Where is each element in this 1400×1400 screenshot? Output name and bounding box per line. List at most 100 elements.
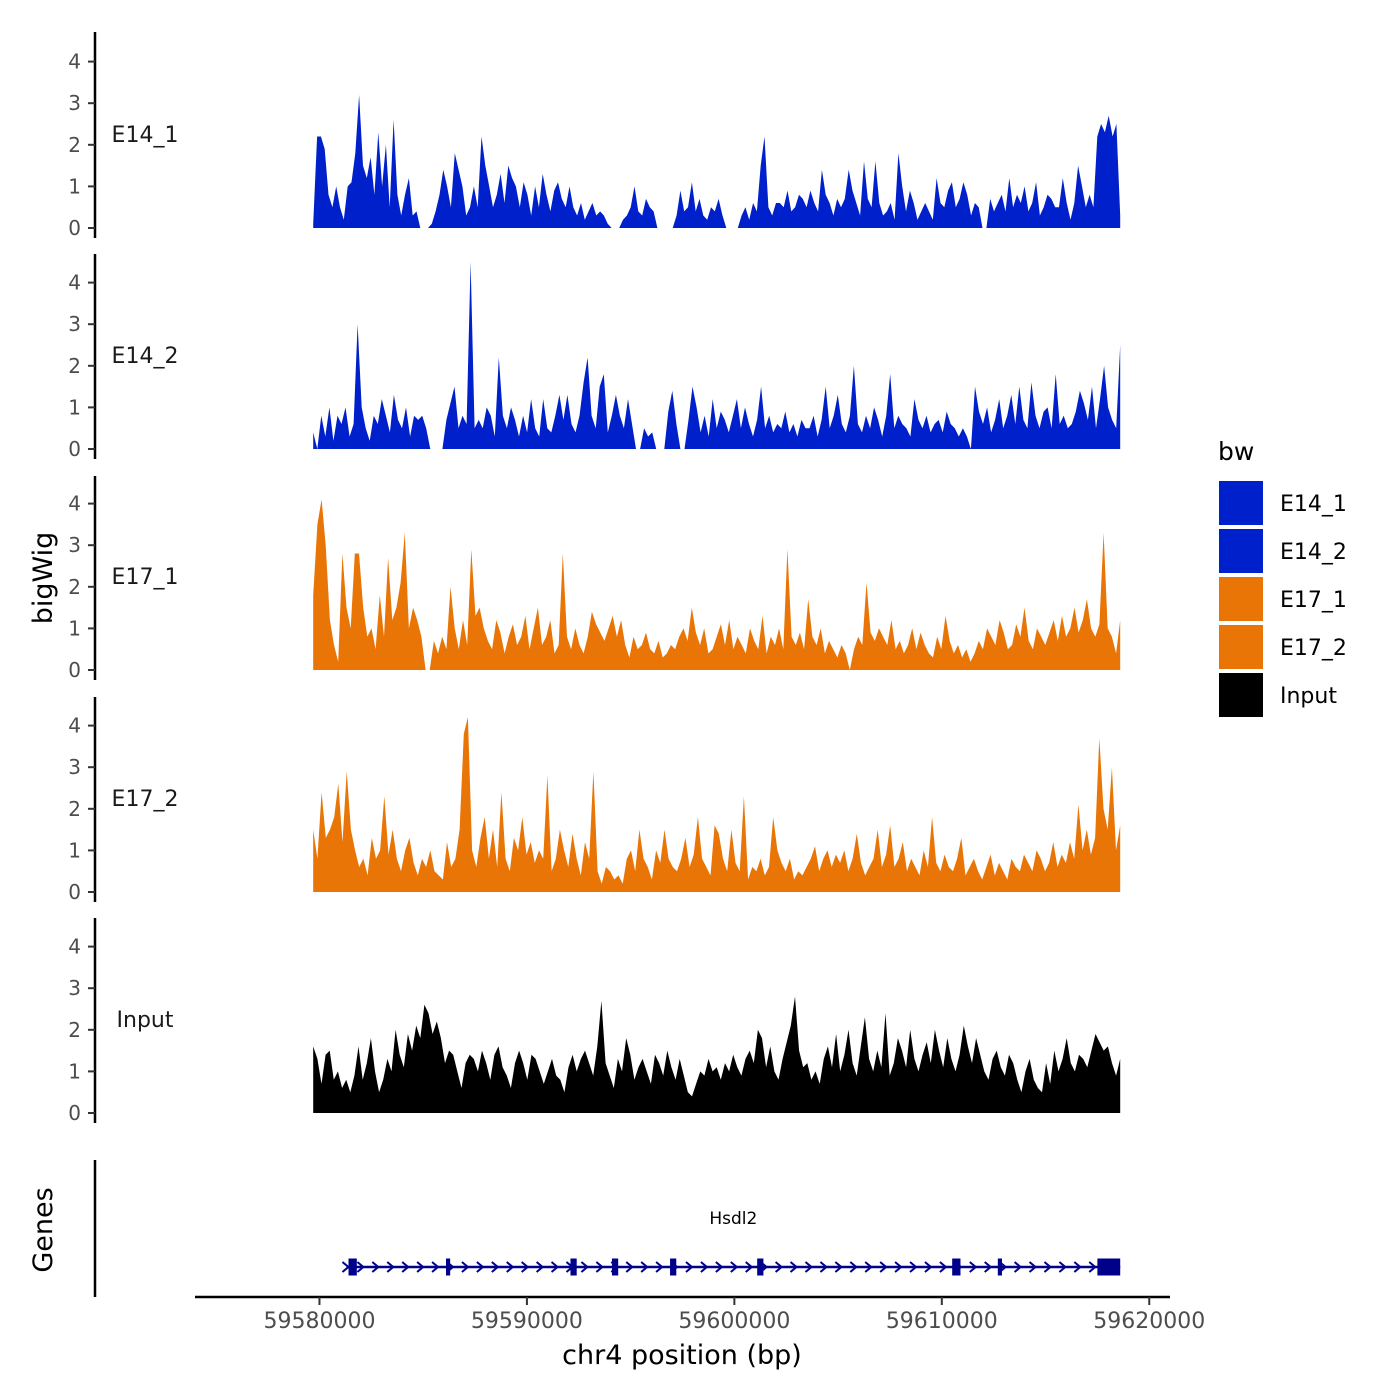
strand-arrow [894, 1261, 903, 1273]
track-label: E14_1 [112, 123, 179, 148]
strand-arrow [774, 1261, 784, 1273]
track-e17_2: 0 1 2 3 4 E17_2 [68, 697, 1121, 904]
strand-arrow [849, 1261, 858, 1273]
strand-arrow [491, 1261, 500, 1273]
gene-exon [1097, 1258, 1121, 1276]
strand-arrow [341, 1261, 350, 1273]
legend-label: E17_2 [1280, 636, 1347, 661]
legend-swatch-e17_1 [1219, 577, 1263, 621]
y-axis-title: bigWig [28, 532, 59, 625]
x-axis: 59580000 59590000 59600000 59610000 59620000 [195, 1295, 1205, 1334]
strand-arrow [431, 1261, 440, 1273]
x-tick-label: 59600000 [678, 1309, 790, 1334]
y-tick-label: 0 [68, 437, 81, 461]
strand-arrow [655, 1261, 664, 1273]
strand-arrow [416, 1261, 425, 1273]
strand-arrow [625, 1261, 634, 1273]
x-tick-label: 59580000 [263, 1309, 375, 1334]
strand-arrow [386, 1261, 395, 1273]
legend-swatch-e14_2 [1219, 529, 1263, 573]
legend-label: Input [1280, 684, 1337, 709]
y-tick-label: 2 [68, 1018, 81, 1042]
gene-exon [997, 1258, 1002, 1276]
y-tick-label: 0 [68, 216, 81, 240]
strand-arrow [789, 1261, 799, 1273]
y-tick-label: 1 [68, 1059, 81, 1083]
coverage-area-e14_1 [313, 94, 1121, 229]
gene-exon [348, 1258, 357, 1276]
legend-label: E17_1 [1280, 588, 1347, 613]
strand-arrow [401, 1261, 410, 1273]
y-tick-label: 3 [68, 312, 81, 336]
gene-exon [670, 1258, 677, 1276]
track-e17_1: 0 1 2 3 4 E17_1 [68, 476, 1121, 682]
gene-exon [757, 1258, 764, 1276]
y-tick-label: 3 [68, 533, 81, 557]
x-axis-title: chr4 position (bp) [562, 1340, 802, 1371]
strand-arrow [535, 1261, 545, 1273]
track-label: E17_1 [112, 565, 179, 590]
strand-arrow [879, 1261, 888, 1273]
strand-arrow [969, 1261, 978, 1273]
gene-exon [570, 1258, 577, 1276]
strand-arrow [550, 1261, 560, 1273]
strand-arrow [984, 1261, 993, 1273]
strand-arrow [640, 1261, 649, 1273]
y-tick-label: 1 [68, 395, 81, 419]
y-tick-label: 4 [68, 271, 81, 295]
gene-exon [952, 1258, 961, 1276]
strand-arrow [939, 1261, 948, 1273]
y-tick-label: 2 [68, 133, 81, 157]
strand-arrow [371, 1261, 380, 1273]
strand-arrow [476, 1261, 485, 1273]
coverage-area-input [313, 996, 1121, 1113]
track-e14_2: 0 1 2 3 4 E14_2 [68, 254, 1121, 461]
strand-arrow [804, 1261, 814, 1273]
y-tick-label: 3 [68, 91, 81, 115]
strand-arrow [909, 1261, 918, 1273]
strand-arrow [924, 1261, 933, 1273]
track-e14_1: 0 1 2 3 4 E14_1 [68, 32, 1121, 240]
track-label: E17_2 [112, 787, 179, 812]
legend: bw E14_1 E14_2 E17_1 E17_2 Input [1218, 437, 1347, 717]
strand-arrow [685, 1261, 694, 1273]
strand-arrow [521, 1261, 530, 1273]
strand-arrow [819, 1261, 828, 1273]
strand-arrow [1073, 1261, 1082, 1273]
strand-arrow [506, 1261, 515, 1273]
strand-arrow [1028, 1261, 1038, 1273]
y-tick-label: 4 [68, 714, 81, 738]
strand-arrow [1088, 1261, 1097, 1273]
y-tick-label: 1 [68, 838, 81, 862]
legend-label: E14_2 [1280, 540, 1347, 565]
y-tick-label: 2 [68, 797, 81, 821]
x-tick-label: 59590000 [471, 1309, 583, 1334]
y-tick-label: 4 [68, 492, 81, 516]
y-tick-label: 4 [68, 935, 81, 959]
gene-exon [446, 1258, 451, 1276]
legend-label: E14_1 [1280, 492, 1347, 517]
coverage-area-e17_1 [313, 499, 1121, 670]
x-tick-label: 59620000 [1093, 1309, 1205, 1334]
track-label: E14_2 [112, 344, 179, 369]
y-tick-label: 0 [68, 658, 81, 682]
coverage-tracks: 0 1 2 3 4 E14_1 0 1 2 3 4 E14_2 0 1 2 3 4 E17_1 0 1 2 3 4 E17_2… [68, 32, 1121, 1125]
strand-arrow [461, 1261, 470, 1273]
strand-arrow [834, 1261, 843, 1273]
strand-arrow [730, 1261, 739, 1273]
strand-arrow [580, 1261, 589, 1273]
y-tick-label: 4 [68, 50, 81, 74]
genes-panel: Hsdl2 [93, 1160, 1121, 1297]
strand-arrow [1058, 1261, 1067, 1273]
y-tick-label: 3 [68, 755, 81, 779]
legend-swatch-input [1219, 673, 1263, 717]
x-tick-label: 59610000 [886, 1309, 998, 1334]
coverage-area-e17_2 [313, 717, 1121, 892]
y-tick-label: 3 [68, 976, 81, 1000]
legend-swatch-e14_1 [1219, 481, 1263, 525]
gene-name-label: Hsdl2 [709, 1209, 757, 1229]
track-label: Input [117, 1008, 174, 1033]
gene-exon [611, 1258, 619, 1276]
strand-arrow [1043, 1261, 1052, 1273]
